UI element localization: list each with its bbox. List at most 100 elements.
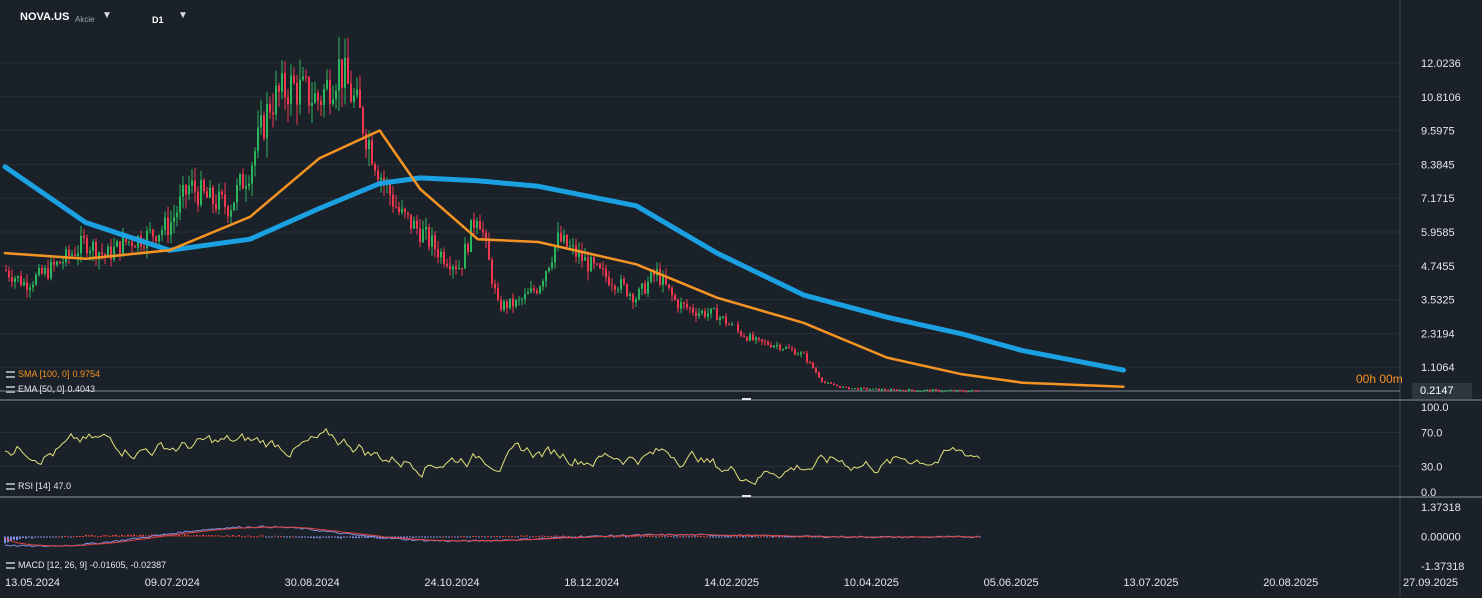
macd-histogram-bar <box>226 535 228 537</box>
macd-histogram-bar <box>49 536 51 538</box>
candle-body <box>680 302 682 309</box>
candle-body <box>104 254 106 256</box>
candle-body <box>155 236 157 242</box>
macd-histogram-bar <box>400 536 402 538</box>
macd-legend[interactable]: MACD [12, 26, 9] -0.01605, -0.02387 <box>6 560 166 570</box>
candle-body <box>704 310 706 317</box>
macd-histogram-bar <box>496 536 498 538</box>
candle-body <box>644 283 646 294</box>
macd-histogram-bar <box>637 535 639 537</box>
candle-body <box>809 361 811 363</box>
candle-body <box>443 251 445 264</box>
symbol-selector[interactable]: NOVA.US <box>20 11 70 23</box>
candle-body <box>959 390 961 392</box>
candle-body <box>158 234 160 242</box>
candle-body <box>512 298 514 307</box>
candle-body <box>374 164 376 171</box>
candle-body <box>149 229 151 231</box>
ema-legend[interactable]: EMA [50, 0] 0.4043 <box>6 384 95 394</box>
candle-body <box>566 234 568 247</box>
candle-body <box>86 238 88 254</box>
macd-histogram-bar <box>85 534 87 537</box>
candle-body <box>515 300 517 307</box>
macd-histogram-bar <box>448 536 450 538</box>
candle-body <box>254 151 256 166</box>
candle-body <box>146 230 148 249</box>
macd-histogram-bar <box>658 536 660 538</box>
candle-body <box>323 88 325 105</box>
candle-body <box>368 140 370 150</box>
rsi-legend[interactable]: RSI [14] 47.0 <box>6 481 71 491</box>
candle-body <box>95 241 97 260</box>
macd-histogram-bar <box>70 536 72 538</box>
macd-histogram-bar <box>262 535 264 537</box>
rsi-line <box>4 427 981 486</box>
indicator-settings-icon[interactable] <box>6 483 15 491</box>
macd-histogram-bar <box>394 536 396 538</box>
candle-body <box>278 85 280 92</box>
macd-histogram-bar <box>319 536 321 539</box>
macd-histogram-bar <box>310 536 312 538</box>
candle-body <box>335 90 337 100</box>
candle-body <box>65 249 67 263</box>
candle-body <box>68 249 70 256</box>
macd-histogram-bar <box>688 536 690 538</box>
candle-body <box>389 182 391 195</box>
candle-body <box>926 389 928 391</box>
candle-body <box>968 391 970 393</box>
timeframe-selector[interactable]: D1 <box>152 15 164 25</box>
macd-histogram-bar <box>619 536 621 538</box>
macd-histogram-bar <box>241 536 243 538</box>
symbol-dropdown-icon[interactable]: ▼ <box>102 10 112 21</box>
candle-body <box>284 73 286 98</box>
indicator-settings-icon[interactable] <box>6 562 15 570</box>
macd-histogram-bar <box>265 536 267 538</box>
candle-body <box>116 241 118 247</box>
sma-legend[interactable]: SMA [100, 0] 0.9754 <box>6 369 100 379</box>
candle-body <box>296 82 298 105</box>
candle-body <box>887 390 889 392</box>
macd-histogram-bar <box>103 535 105 537</box>
indicator-settings-icon[interactable] <box>6 386 15 394</box>
indicator-settings-icon[interactable] <box>6 371 15 379</box>
candle-body <box>539 286 541 294</box>
candle-body <box>191 180 193 186</box>
macd-histogram-bar <box>139 534 141 537</box>
candle-body <box>572 245 574 247</box>
candle-body <box>305 76 307 78</box>
macd-histogram-bar <box>682 536 684 538</box>
candle-body <box>482 229 484 233</box>
candle-body <box>581 251 583 261</box>
date-tick-label: 14.02.2025 <box>704 577 759 589</box>
macd-histogram-bar <box>52 536 54 538</box>
macd-histogram-bar <box>88 535 90 537</box>
macd-histogram-bar <box>424 536 426 538</box>
candle-body <box>362 107 364 134</box>
macd-histogram-bar <box>736 536 738 538</box>
macd-histogram-bar <box>181 535 183 537</box>
candle-body <box>920 390 922 392</box>
date-tick-label: 10.04.2025 <box>844 577 899 589</box>
candle-body <box>965 391 967 393</box>
candle-body <box>395 206 397 208</box>
macd-histogram-bar <box>640 536 642 538</box>
macd-histogram-bar <box>529 536 531 538</box>
candle-body <box>641 283 643 289</box>
candle-body <box>5 269 7 271</box>
macd-histogram-bar <box>742 536 744 538</box>
candle-body <box>821 377 823 382</box>
timeframe-dropdown-icon[interactable]: ▼ <box>178 10 188 21</box>
candle-body <box>776 344 778 346</box>
candle-body <box>692 307 694 313</box>
candle-body <box>251 165 253 184</box>
candle-body <box>23 281 25 286</box>
candle-body <box>818 372 820 378</box>
macd-histogram-bar <box>415 536 417 538</box>
macd-histogram-bar <box>82 536 84 538</box>
candle-body <box>524 294 526 300</box>
candle-body <box>932 389 934 392</box>
candle-body <box>434 235 436 250</box>
candle-body <box>761 339 763 342</box>
candle-body <box>758 337 760 340</box>
